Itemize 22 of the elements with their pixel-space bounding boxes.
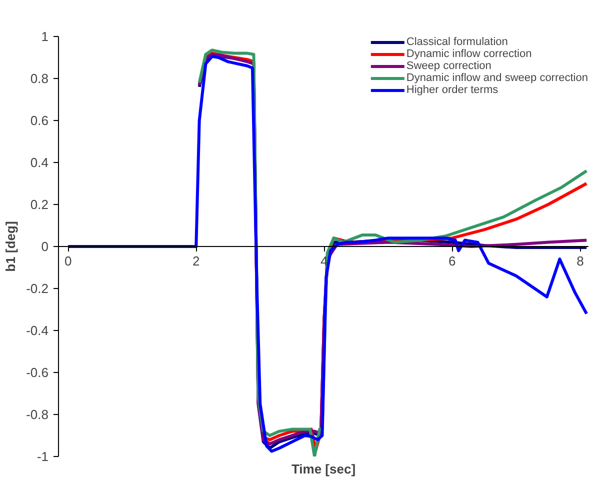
- x-axis-title: Time [sec]: [291, 462, 356, 476]
- y-tick-label: 1: [41, 29, 49, 44]
- y-tick-label: -0.8: [26, 407, 49, 422]
- y-tick-label: -0.4: [26, 323, 49, 338]
- legend-label: Higher order terms: [406, 84, 498, 96]
- y-axis-title: b1 [deg]: [3, 221, 18, 272]
- y-tick-label: 0.4: [30, 155, 49, 170]
- x-tick-label: 0: [64, 254, 72, 268]
- y-tick-label: 0.6: [30, 113, 49, 128]
- y-tick-label: -0.2: [26, 281, 49, 296]
- y-tick-label: 0: [41, 239, 49, 254]
- legend-label: Dynamic inflow and sweep correction: [406, 72, 588, 84]
- x-tick-label: 2: [192, 254, 200, 268]
- y-tick-label: 0.2: [30, 197, 49, 212]
- y-tick-label: 0.8: [30, 71, 49, 86]
- legend-label: Sweep correction: [406, 60, 492, 72]
- legend-label: Classical formulation: [406, 36, 508, 48]
- y-tick-label: -1: [36, 449, 49, 464]
- x-tick-label: 8: [576, 254, 584, 268]
- x-tick-label: 6: [448, 254, 456, 268]
- legend-label: Dynamic inflow correction: [406, 48, 532, 60]
- y-tick-label: -0.6: [26, 365, 49, 380]
